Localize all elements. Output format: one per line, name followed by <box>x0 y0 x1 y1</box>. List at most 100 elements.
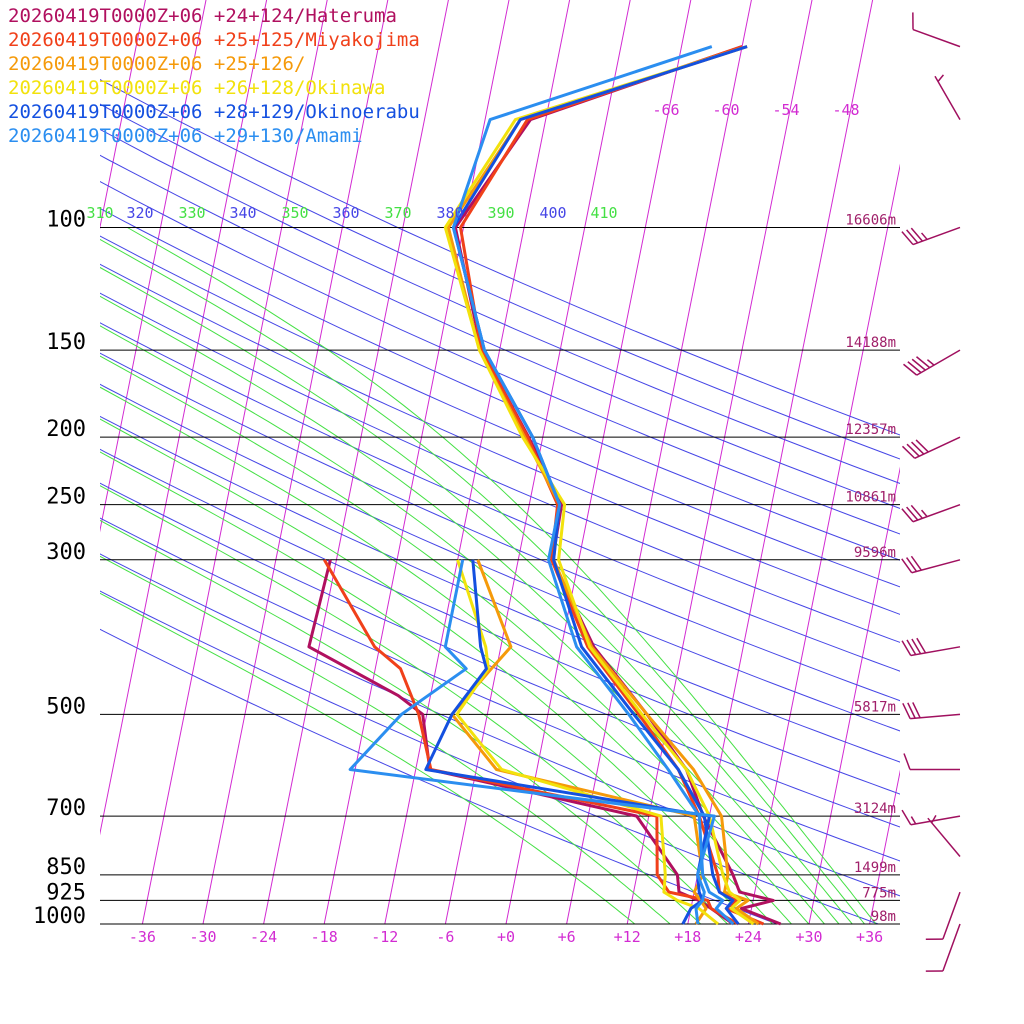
wind-barb-flag <box>907 361 922 374</box>
theta-label: 310 <box>86 204 113 222</box>
wind-barb-half-flag <box>920 509 928 518</box>
temperature-tick-label: -6 <box>436 928 454 946</box>
isobars <box>100 226 900 925</box>
wind-barb-flag <box>902 702 911 720</box>
wind-barb-staff <box>910 713 961 720</box>
pressure-label: 150 <box>46 330 86 355</box>
temperature-tick-label: +24 <box>735 928 762 946</box>
wind-barb-half-flag <box>931 814 937 824</box>
wind-barb-staff <box>912 226 961 246</box>
isotherm-line <box>100 0 207 533</box>
wind-barb <box>903 753 960 771</box>
isotherm-label: -60 <box>712 101 739 119</box>
wind-barb-flag <box>901 809 912 826</box>
dry-adiabat-line <box>100 207 900 561</box>
wind-barb-staff <box>912 28 961 48</box>
theta-label: 340 <box>229 204 256 222</box>
legend-entry: 20260419T0000Z+06 +25+125/Miyakojima <box>8 29 420 51</box>
dry-adiabat-line <box>100 590 880 924</box>
wind-barb-staff <box>942 891 961 940</box>
dry-adiabat-line <box>100 235 900 588</box>
wind-barb <box>912 12 961 48</box>
temperature-tick-label: -12 <box>371 928 398 946</box>
wind-barb-flag <box>906 443 920 457</box>
dry-adiabat-line <box>100 383 900 732</box>
isotherm-line <box>263 0 449 924</box>
temperature-tick-label: +18 <box>674 928 701 946</box>
height-label: 16606m <box>845 212 896 228</box>
legend-entry: 20260419T0000Z+06 +24+124/Hateruma <box>8 5 397 27</box>
height-label: 98m <box>871 909 896 925</box>
wind-barb <box>903 349 961 376</box>
isotherm-line <box>100 0 268 836</box>
wind-barb <box>927 814 961 857</box>
legend-entry: 20260419T0000Z+06 +25+126/ <box>8 53 306 75</box>
wind-barb <box>901 436 961 459</box>
height-label: 3124m <box>854 801 896 817</box>
legend-entry: 20260419T0000Z+06 +29+130/Amami <box>8 125 363 147</box>
temperature-tick-label: +6 <box>558 928 576 946</box>
height-label: 10861m <box>845 490 896 506</box>
wind-barb-flag <box>906 506 919 521</box>
wind-barb-flag <box>901 445 916 459</box>
temperature-tick-label: -30 <box>189 928 216 946</box>
dry-adiabat-line <box>100 553 900 897</box>
wind-barb-flag <box>903 753 911 770</box>
wind-barb-staff <box>910 646 961 657</box>
wind-barb-flag <box>916 637 927 654</box>
wind-barb-staff <box>916 349 961 376</box>
theta-label: 330 <box>178 204 205 222</box>
pressure-label: 850 <box>46 855 86 880</box>
dry-adiabat-line <box>100 322 900 672</box>
wind-barb-flag <box>912 702 921 719</box>
moist-adiabat-line <box>100 519 702 924</box>
temperature-tick-label: +30 <box>795 928 822 946</box>
wind-barb <box>934 74 961 120</box>
wind-barb-flag <box>915 439 929 453</box>
wind-barb <box>901 809 961 826</box>
isotherm-line <box>869 769 900 924</box>
pressure-label: 1000 <box>33 904 86 929</box>
pressure-label: 250 <box>46 485 86 510</box>
isotherm-line <box>141 0 328 924</box>
wind-barb-half-flag <box>920 232 928 240</box>
height-label: 9596m <box>854 545 896 561</box>
wind-barb-flag <box>901 640 912 656</box>
temperature-trace <box>443 45 755 926</box>
wind-barb-staff <box>911 559 961 574</box>
isotherm-line <box>991 0 1024 924</box>
wind-barb-staff <box>927 817 961 857</box>
temperature-tick-label: +0 <box>497 928 515 946</box>
wind-barb <box>901 226 961 246</box>
isotherm-label: -66 <box>652 101 679 119</box>
height-label: 775m <box>862 885 896 901</box>
wind-barb <box>925 891 961 941</box>
theta-label: 410 <box>590 204 617 222</box>
dry-adiabat-line <box>100 448 900 795</box>
wind-barb-flag <box>910 504 923 519</box>
height-label: 14188m <box>845 335 896 351</box>
wind-barb-flag <box>907 702 916 719</box>
wind-barb-flag <box>905 557 918 572</box>
dry-adiabat-line <box>100 154 900 509</box>
wind-barb-staff <box>910 815 961 826</box>
dewpoint-trace <box>455 559 720 926</box>
moist-adiabat-line <box>100 485 729 924</box>
wind-barb-flag <box>916 356 931 369</box>
theta-label: 400 <box>539 204 566 222</box>
wind-barb-staff <box>914 436 961 459</box>
wind-barb-half-flag <box>910 816 917 825</box>
wind-barb <box>901 503 961 523</box>
theta-label: 390 <box>487 204 514 222</box>
wind-barb <box>925 923 961 972</box>
theta-label: 360 <box>332 204 359 222</box>
dry-adiabat-line <box>100 352 900 702</box>
temperature-tick-label: -18 <box>311 928 338 946</box>
dry-adiabat-line <box>100 517 900 862</box>
temperature-trace <box>446 45 760 926</box>
isotherm-label: -54 <box>772 101 799 119</box>
wind-barb-flag <box>903 363 918 376</box>
dry-adiabat-line <box>100 628 779 924</box>
pressure-label: 500 <box>46 694 86 719</box>
pressure-label: 700 <box>46 796 86 821</box>
